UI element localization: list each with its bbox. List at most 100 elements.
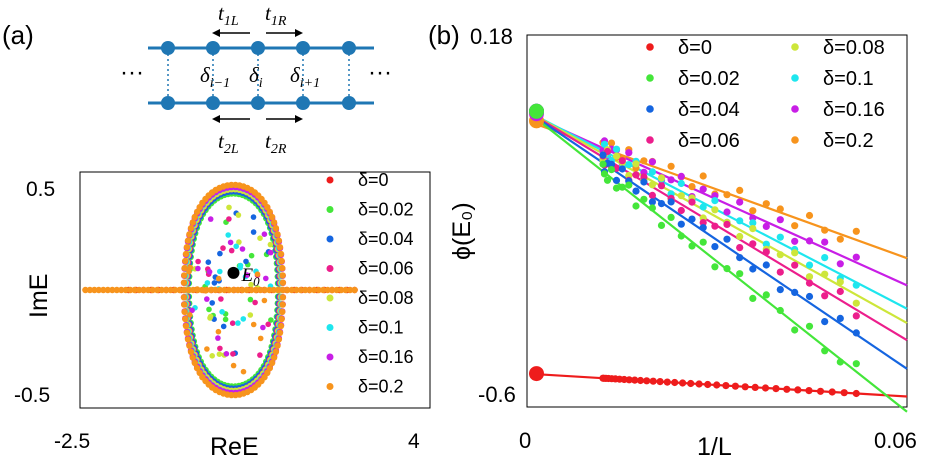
- spectrum-point: [223, 351, 230, 357]
- spectrum-point: [182, 315, 189, 323]
- phase-point: [852, 329, 860, 337]
- spectrum-point: [239, 286, 246, 294]
- spectrum-point: [267, 249, 274, 256]
- spectrum-point: [216, 286, 224, 294]
- spectrum-point: [230, 351, 236, 357]
- ladder-left-ellipsis: ···: [120, 59, 144, 86]
- spectrum-xlabel: ReE: [210, 433, 259, 461]
- spectrum-point: [248, 286, 255, 294]
- spectrum-point: [211, 280, 218, 286]
- spectrum-point: [243, 258, 249, 265]
- phase-point: [749, 207, 757, 215]
- spectrum-legend-label-d0: δ=0: [358, 170, 389, 190]
- ladder-right-ellipsis: ···: [368, 59, 392, 86]
- phase-point: [699, 238, 707, 246]
- spectrum-point: [216, 351, 223, 358]
- spectrum-point: [284, 286, 291, 294]
- phase-point: [667, 162, 675, 170]
- phase-point: [603, 176, 612, 184]
- phase-legend-label-d0: δ=0: [678, 37, 712, 59]
- phase-point: [736, 254, 744, 262]
- phase-point: [711, 197, 719, 205]
- phase-point: [852, 312, 860, 320]
- phase-point: [762, 261, 770, 269]
- phase-point: [632, 160, 640, 168]
- phase-point: [704, 380, 712, 389]
- spectrum-point: [244, 272, 250, 278]
- phase-point: [776, 233, 784, 241]
- phase-point: [805, 237, 814, 245]
- spectrum-point: [260, 324, 266, 331]
- phase-point: [836, 278, 844, 286]
- spectrum-point: [342, 286, 349, 294]
- phase-point: [599, 151, 607, 159]
- spectrum-point: [221, 286, 228, 294]
- spectrum-point: [270, 219, 278, 226]
- spectrum-point: [194, 286, 201, 294]
- spectrum-point: [252, 299, 258, 306]
- phase-point: [612, 145, 621, 153]
- spectrum-point: [182, 257, 189, 265]
- spectrum-point: [193, 364, 201, 372]
- phase-fit-line-d002: [535, 117, 908, 413]
- spectrum-point: [189, 286, 197, 294]
- spectrum-legend-marker-d002: [326, 206, 334, 213]
- spectrum-point: [275, 237, 283, 244]
- spectrum-point: [324, 286, 331, 294]
- phase-legend-marker-d016: [791, 105, 799, 113]
- phase-legend-marker-d004: [646, 105, 654, 113]
- spectrum-point: [181, 308, 188, 316]
- ladder-site-top: [206, 41, 220, 55]
- spectrum-legend-label-d002: δ=0.02: [358, 200, 414, 220]
- phase-point: [821, 238, 829, 246]
- ladder-site-bottom: [342, 96, 356, 110]
- phase-point: [821, 347, 829, 355]
- spectrum-point: [184, 336, 192, 343]
- phase-point: [821, 254, 829, 262]
- phase-point: [667, 176, 675, 184]
- phase-point: [625, 181, 633, 189]
- phase-point: [723, 208, 731, 216]
- phase-point: [612, 184, 621, 192]
- phase-point: [671, 378, 679, 387]
- phase-legend-marker-d01: [791, 74, 799, 82]
- spectrum-point: [212, 286, 219, 294]
- phase-point: [736, 198, 744, 206]
- spectrum-point: [267, 241, 274, 248]
- phase-point: [836, 314, 844, 322]
- spectrum-point: [189, 307, 195, 314]
- spectrum-point: [250, 321, 257, 328]
- spectrum-point: [261, 286, 269, 294]
- E0-marker: [227, 266, 240, 279]
- spectrum-point: [183, 329, 191, 336]
- phase-legend-marker-d002: [646, 74, 654, 82]
- phase-point: [640, 173, 648, 181]
- phase-legend-marker-d02: [791, 136, 799, 144]
- phase-fit-line-d008: [535, 115, 908, 325]
- spectrum-point: [279, 272, 286, 279]
- spectrum-point: [149, 286, 156, 294]
- spectrum-point: [240, 316, 247, 322]
- phase-point: [836, 358, 844, 366]
- phase-point: [632, 187, 640, 195]
- spectrum-point: [176, 286, 183, 294]
- phase-point: [667, 198, 675, 206]
- phase-point: [625, 376, 633, 384]
- spectrum-axes-frame: [79, 171, 431, 409]
- spectrum-point: [186, 268, 192, 275]
- phase-point: [699, 203, 707, 211]
- arrow-t1L-head: [212, 29, 220, 37]
- phase-point: [612, 152, 621, 160]
- phase-point: [663, 378, 671, 386]
- spectrum-point: [136, 286, 143, 294]
- phase-ylabel: ϕ(E₀): [448, 202, 476, 260]
- spectrum-point: [329, 286, 336, 294]
- ladder-site-bottom: [161, 96, 175, 110]
- phase-point: [762, 291, 770, 299]
- spectrum-point: [270, 286, 277, 294]
- arrow-t1R-head: [295, 29, 303, 37]
- phase-point: [679, 379, 687, 387]
- spectrum-point: [279, 279, 287, 286]
- phase-point: [688, 183, 696, 191]
- spectrum-point: [248, 281, 254, 288]
